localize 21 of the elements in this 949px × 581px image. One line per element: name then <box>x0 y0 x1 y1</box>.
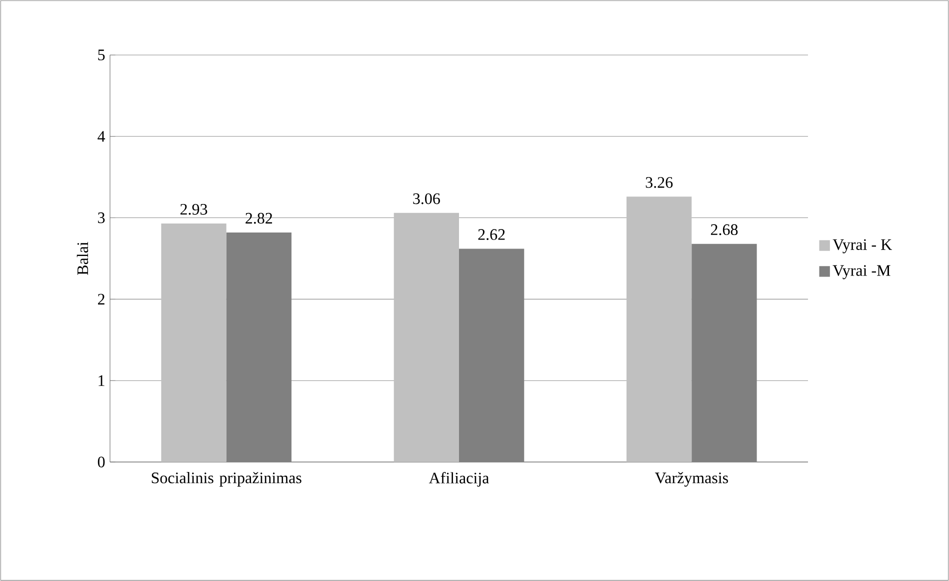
x-tick-label: Socialinis pripažinimas <box>152 472 302 487</box>
x-tick-label: Afiliacija <box>428 472 490 487</box>
y-tick-label: 5 <box>98 50 105 60</box>
y-tick-label: 4 <box>98 131 106 142</box>
y-tick-label: 0 <box>98 456 105 468</box>
data-label: 2.68 <box>710 224 738 236</box>
x-tick-label: Varžymasis <box>654 472 728 487</box>
bar <box>394 212 459 462</box>
y-tick-label: 2 <box>98 294 104 304</box>
data-label: 2.82 <box>246 212 272 224</box>
data-label: 3.06 <box>413 193 440 204</box>
y-tick-label: 3 <box>98 212 105 224</box>
bar <box>626 196 692 462</box>
y-axis-title: Balai <box>76 242 88 275</box>
y-tick-label: 1 <box>98 375 104 386</box>
legend-label: Vyrai -M <box>832 265 890 280</box>
data-label: 2.62 <box>478 229 505 240</box>
bar <box>161 223 226 462</box>
data-label: 3.26 <box>646 177 673 188</box>
data-label: 2.93 <box>180 204 208 215</box>
legend-label: Vyrai - K <box>832 239 892 254</box>
